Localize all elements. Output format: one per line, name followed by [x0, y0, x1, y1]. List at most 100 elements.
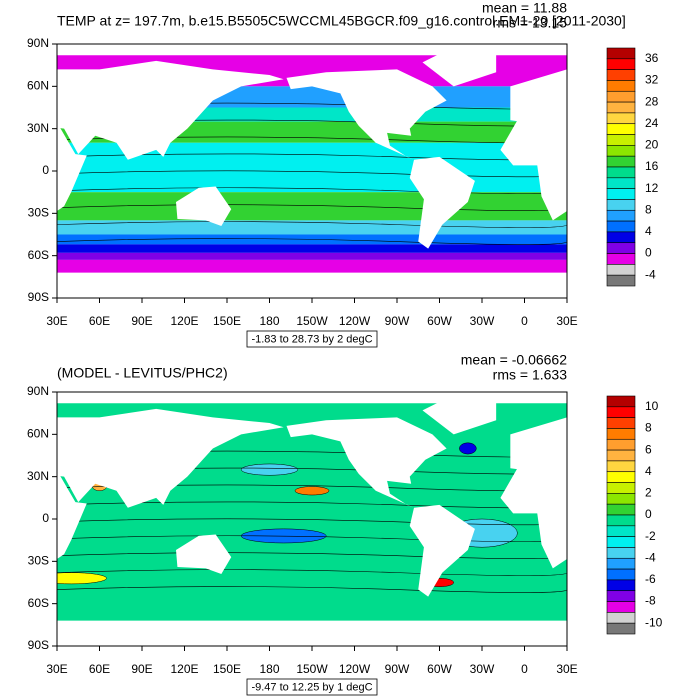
colorbar-box [606, 493, 636, 505]
colorbar-box [606, 274, 636, 287]
contour-line [57, 221, 567, 228]
colorbar-box [606, 568, 636, 581]
lat-label: 60N [27, 427, 49, 441]
lon-label: 30W [470, 662, 495, 676]
colorbar-box [606, 482, 636, 494]
colorbar-box [606, 406, 636, 418]
anomaly-patch [459, 442, 477, 455]
lon-label: 180 [259, 662, 279, 676]
colorbar-box [606, 209, 636, 222]
land [176, 186, 232, 227]
lat-label: 60S [28, 248, 49, 262]
range-label: -9.47 to 12.25 by 1 degC [251, 681, 372, 693]
land [286, 417, 447, 508]
lon-label: 30E [46, 314, 67, 328]
lon-label: 30E [556, 662, 577, 676]
colorbar-box [606, 547, 636, 559]
lon-label: 120E [170, 662, 198, 676]
contour-line [57, 586, 567, 593]
land [686, 535, 700, 575]
colorbar-box [606, 155, 636, 168]
colorbar-box [606, 557, 636, 570]
colorbar-label: -2 [645, 529, 656, 543]
lon-label: 150W [296, 662, 328, 676]
lon-label: 0 [521, 314, 528, 328]
land [500, 118, 567, 221]
colorbar-box [606, 199, 636, 211]
lon-label: 30E [556, 314, 577, 328]
anomaly-patch [57, 572, 107, 585]
land [57, 44, 567, 56]
colorbar-label: 20 [645, 138, 659, 152]
colorbar-label: 24 [645, 116, 659, 130]
lat-label: 90S [28, 638, 49, 652]
colorbar-box [606, 428, 636, 440]
colorbar-label: -8 [645, 594, 656, 608]
map [57, 44, 700, 298]
colorbar-label: 0 [645, 507, 652, 521]
lat-label: 60S [28, 596, 49, 610]
lat-label: 60N [27, 79, 49, 93]
colorbar-label: 10 [645, 399, 659, 413]
lon-label: 120W [339, 314, 371, 328]
colorbar-label: 0 [645, 246, 652, 260]
colorbar-box [606, 438, 636, 451]
colorbar-box [606, 101, 636, 114]
colorbar-box [606, 47, 636, 60]
colorbar-box [606, 460, 636, 473]
colorbar-box [606, 134, 636, 146]
ocean-band [57, 244, 567, 253]
colorbar-label: 8 [645, 202, 652, 216]
colorbar-box [606, 590, 636, 602]
lon-label: 150E [213, 314, 241, 328]
map [57, 392, 700, 646]
contour-line [57, 204, 567, 211]
land [57, 60, 284, 160]
lon-label: 30W [470, 314, 495, 328]
colorbar-label: 32 [645, 73, 659, 87]
colorbar-box [606, 231, 636, 244]
anomaly-patch [294, 486, 330, 496]
colorbar-box [606, 503, 636, 516]
lon-label: 150E [213, 662, 241, 676]
land [286, 69, 447, 160]
colorbar-box [606, 514, 636, 527]
colorbar-box [606, 112, 636, 125]
lat-label: 30N [27, 469, 49, 483]
panel-title: (MODEL - LEVITUS/PHC2) [57, 365, 228, 381]
land [57, 392, 567, 404]
colorbar-box [606, 242, 636, 254]
colorbar-label: 16 [645, 159, 659, 173]
lon-label: 90E [131, 662, 152, 676]
land [57, 474, 87, 559]
land [686, 187, 700, 227]
lon-label: 180 [259, 314, 279, 328]
colorbar-label: -4 [645, 267, 656, 281]
lat-label: 90N [27, 36, 49, 50]
lon-label: 60E [89, 314, 110, 328]
lon-label: 120W [339, 662, 371, 676]
colorbar-box [606, 253, 636, 265]
contour-line [57, 552, 567, 559]
colorbar-box [606, 220, 636, 233]
lat-label: 0 [42, 511, 49, 525]
land [176, 534, 232, 575]
land [57, 408, 284, 508]
colorbar-box [606, 525, 636, 537]
panel-title: TEMP at z= 197.7m, b.e15.B5505C5WCCML45B… [57, 13, 626, 29]
colorbar-box [606, 188, 636, 200]
land [57, 126, 87, 211]
ocean-band [57, 192, 567, 221]
colorbar-box [606, 601, 636, 613]
stat: mean = -0.06662 [461, 352, 567, 368]
lat-label: 90N [27, 384, 49, 398]
lon-label: 60W [427, 662, 452, 676]
colorbar-box [606, 622, 636, 635]
land [57, 620, 567, 646]
ocean-band [57, 252, 567, 260]
land [510, 417, 567, 476]
colorbar-label: 12 [645, 181, 659, 195]
colorbar-box [606, 166, 636, 179]
colorbar-label: 4 [645, 224, 652, 238]
